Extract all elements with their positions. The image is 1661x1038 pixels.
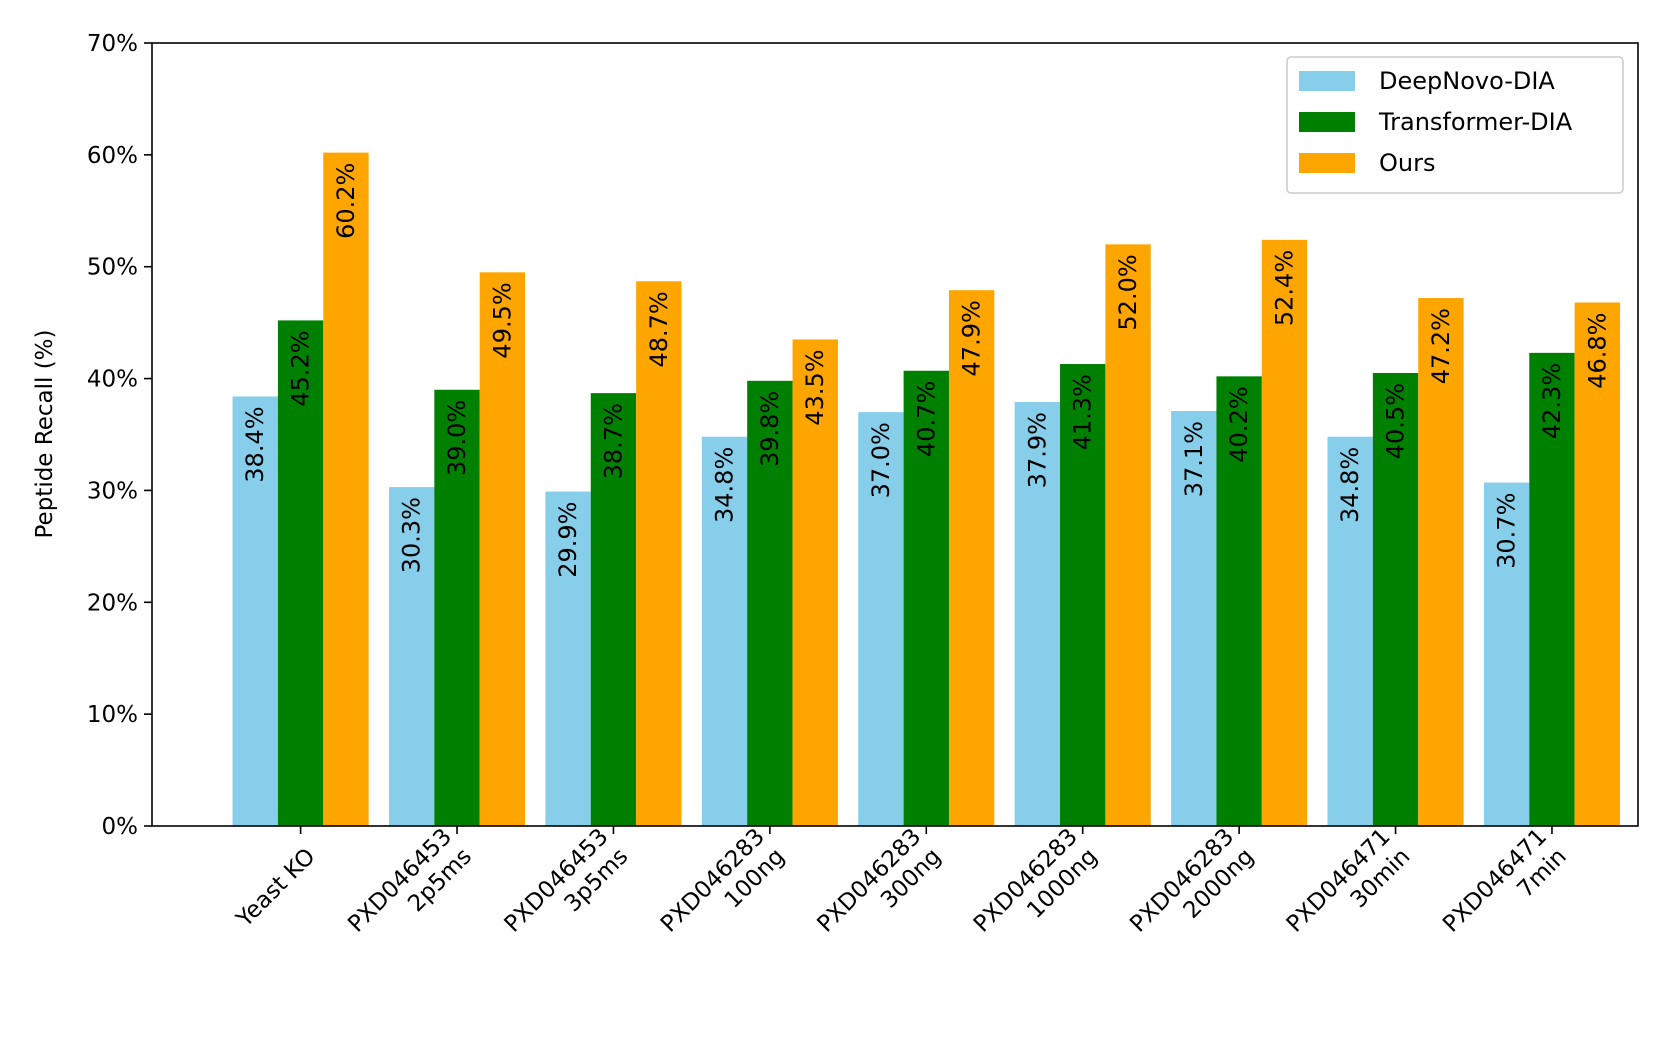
y-axis-label: Peptide Recall (%) xyxy=(32,330,58,539)
legend-entry-label: Ours xyxy=(1379,149,1435,177)
bar-value-label: 52.0% xyxy=(1114,254,1142,330)
bar-value-label: 48.7% xyxy=(645,291,673,367)
bar-value-label: 39.0% xyxy=(443,400,471,476)
bar xyxy=(232,396,278,826)
bar xyxy=(1529,352,1575,826)
x-tick-label-line: Yeast KO xyxy=(231,844,320,933)
bar-value-label: 37.9% xyxy=(1023,412,1051,488)
y-tick-label: 10% xyxy=(87,702,138,728)
bar xyxy=(1327,436,1373,826)
x-tick-label: Yeast KO xyxy=(231,844,320,933)
bar-value-label: 30.7% xyxy=(1493,493,1521,569)
bar-value-label: 37.0% xyxy=(867,422,895,498)
y-tick-label: 30% xyxy=(87,478,138,504)
bar xyxy=(1060,364,1106,826)
bar xyxy=(792,339,838,826)
bar-value-label: 47.2% xyxy=(1427,308,1455,384)
bar xyxy=(948,290,995,826)
y-tick-label: 50% xyxy=(87,255,138,281)
legend-entry-label: DeepNovo-DIA xyxy=(1379,67,1555,95)
bar-value-label: 40.5% xyxy=(1382,383,1410,459)
bar-value-label: 38.4% xyxy=(241,406,269,482)
bar-value-label: 39.8% xyxy=(756,391,784,467)
bar xyxy=(701,436,748,826)
bar-labels-layer: 38.4% 45.2% 60.2% 30.3% 39.0% 49.5% 29.9% 38.7%… xyxy=(241,163,1611,578)
bar xyxy=(747,380,793,826)
bar-value-label: 40.2% xyxy=(1225,386,1253,462)
bar xyxy=(1171,411,1217,826)
legend-entry-label: Transformer-DIA xyxy=(1378,108,1573,136)
bar-value-label: 34.8% xyxy=(1336,447,1364,523)
legend-swatch xyxy=(1299,71,1355,91)
bar-value-label: 45.2% xyxy=(287,330,315,406)
bar-value-label: 49.5% xyxy=(488,282,516,358)
bar xyxy=(1216,376,1262,826)
bar-value-label: 60.2% xyxy=(332,163,360,239)
bar xyxy=(277,320,324,826)
bar xyxy=(1418,298,1464,826)
bar-value-label: 46.8% xyxy=(1583,313,1611,389)
bars-layer xyxy=(232,152,1621,827)
bar xyxy=(1105,244,1151,827)
bar xyxy=(636,281,682,826)
bar-value-label: 52.4% xyxy=(1270,250,1298,326)
bar xyxy=(903,370,949,826)
bar xyxy=(1574,302,1621,827)
bar-value-label: 47.9% xyxy=(958,300,986,376)
bar xyxy=(858,412,904,826)
legend-frame xyxy=(1286,56,1624,194)
y-tick-label: 20% xyxy=(87,590,138,616)
bar xyxy=(1372,372,1419,826)
bar xyxy=(545,491,591,826)
bar-value-label: 40.7% xyxy=(912,381,940,457)
bar xyxy=(1014,402,1061,826)
y-tick-label: 70% xyxy=(87,31,138,57)
bar xyxy=(434,389,480,826)
plot-area-frame xyxy=(151,42,1639,827)
bar xyxy=(479,272,526,826)
y-tick-label: 40% xyxy=(87,367,138,393)
bar xyxy=(323,152,369,826)
bar-value-label: 42.3% xyxy=(1538,363,1566,439)
bar-value-label: 29.9% xyxy=(554,502,582,578)
legend-swatch xyxy=(1299,153,1355,173)
y-tick-label: 60% xyxy=(87,143,138,169)
bar-value-label: 34.8% xyxy=(711,447,739,523)
bar xyxy=(388,487,435,826)
bar-value-label: 41.3% xyxy=(1069,374,1097,450)
bar-value-label: 37.1% xyxy=(1180,421,1208,497)
legend: DeepNovo-DIA Transformer-DIA Ours xyxy=(1286,56,1624,194)
bar xyxy=(1483,482,1530,826)
bar-value-label: 43.5% xyxy=(801,349,829,425)
bar xyxy=(1261,239,1308,826)
bar xyxy=(590,393,637,826)
y-tick-label: 0% xyxy=(102,814,139,840)
bar-value-label: 38.7% xyxy=(599,403,627,479)
bar-value-label: 30.3% xyxy=(398,497,426,573)
legend-swatch xyxy=(1299,112,1355,132)
y-axis: 0% 10% 20% 30% 40% 50% 60% 70% xyxy=(87,31,152,840)
